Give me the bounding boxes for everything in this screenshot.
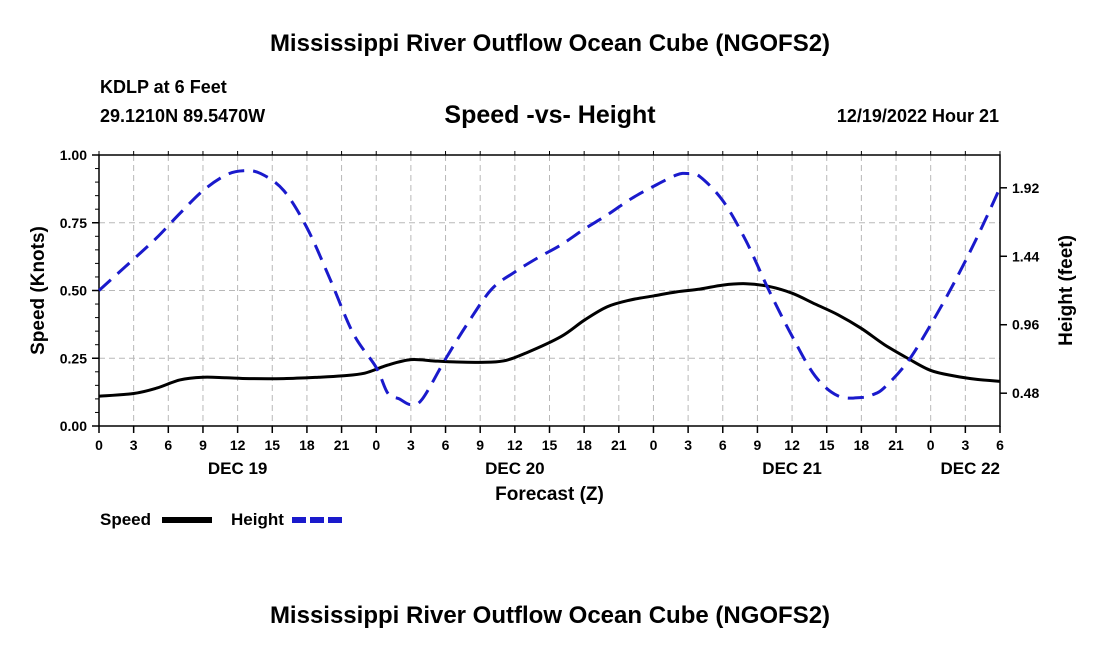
- legend: Speed Height: [100, 510, 343, 529]
- y-right-tick-label: 1.44: [1012, 248, 1039, 264]
- height-series-line: [97, 169, 1002, 407]
- x-tick-label: 0: [372, 437, 380, 453]
- y-right-tick-label: 0.96: [1012, 317, 1039, 333]
- x-tick-label: 6: [996, 437, 1004, 453]
- x-tick-label: 9: [199, 437, 207, 453]
- y-left-tick-label: 0.75: [60, 215, 87, 231]
- x-tick-label: 18: [299, 437, 315, 453]
- y-right-tick-label: 0.48: [1012, 385, 1039, 401]
- axis-labels: 0 3 6 9 12 15 18 21 0 3 6 9 12 15 18 21 0 3 6 9 12 15 18 21 0 3 6 0…: [28, 147, 1077, 505]
- x-tick-label: 0: [95, 437, 103, 453]
- x-tick-label: 6: [719, 437, 727, 453]
- speed-height-chart: 0 3 6 9 12 15 18 21 0 3 6 9 12 15 18 21 0 3 6 9 12 15 18 21 0 3 6 0…: [28, 147, 1077, 529]
- axis-ticks: [92, 151, 1007, 433]
- y-right-axis-title: Height (feet): [1056, 235, 1077, 346]
- datetime-label: 12/19/2022 Hour 21: [836, 106, 999, 126]
- x-tick-label: 0: [927, 437, 935, 453]
- x-tick-label: 15: [264, 437, 280, 453]
- day-label: DEC 21: [762, 459, 822, 478]
- x-tick-label: 3: [961, 437, 969, 453]
- x-tick-label: 15: [819, 437, 835, 453]
- legend-speed-label: Speed: [100, 510, 151, 529]
- page-title: Mississippi River Outflow Ocean Cube (NG…: [269, 30, 831, 57]
- grid-lines: [99, 155, 1000, 426]
- x-tick-label: 18: [576, 437, 592, 453]
- series-lines: [97, 169, 1002, 407]
- x-tick-label: 12: [230, 437, 246, 453]
- x-tick-label: 21: [888, 437, 904, 453]
- x-axis-title: Forecast (Z): [495, 484, 604, 505]
- x-tick-label: 15: [542, 437, 558, 453]
- day-label: DEC 20: [485, 459, 545, 478]
- y-left-axis-title: Speed (Knots): [28, 226, 49, 355]
- y-left-tick-label: 0.00: [60, 418, 87, 434]
- station-label: KDLP at 6 Feet: [100, 77, 227, 97]
- y-left-tick-label: 1.00: [60, 147, 87, 163]
- speed-series-line: [98, 282, 1001, 398]
- y-left-tick-label: 0.25: [60, 350, 87, 366]
- x-tick-label: 3: [684, 437, 692, 453]
- x-tick-label: 12: [784, 437, 800, 453]
- x-tick-label: 3: [130, 437, 138, 453]
- x-tick-label: 3: [407, 437, 415, 453]
- x-tick-label: 9: [754, 437, 762, 453]
- x-tick-label: 0: [650, 437, 658, 453]
- day-label: DEC 19: [208, 459, 268, 478]
- y-right-tick-label: 1.92: [1012, 180, 1039, 196]
- coordinates-label: 29.1210N 89.5470W: [100, 106, 266, 126]
- x-tick-label: 21: [334, 437, 350, 453]
- day-label: DEC 22: [940, 459, 1000, 478]
- page-title-bottom: Mississippi River Outflow Ocean Cube (NG…: [269, 602, 831, 629]
- chart-title: Speed -vs- Height: [444, 101, 656, 129]
- x-tick-label: 18: [854, 437, 870, 453]
- x-tick-label: 6: [164, 437, 172, 453]
- y-left-tick-label: 0.50: [60, 283, 87, 299]
- x-tick-label: 9: [476, 437, 484, 453]
- legend-height-label: Height: [231, 510, 284, 529]
- x-tick-label: 6: [442, 437, 450, 453]
- x-tick-label: 12: [507, 437, 523, 453]
- x-tick-label: 21: [611, 437, 627, 453]
